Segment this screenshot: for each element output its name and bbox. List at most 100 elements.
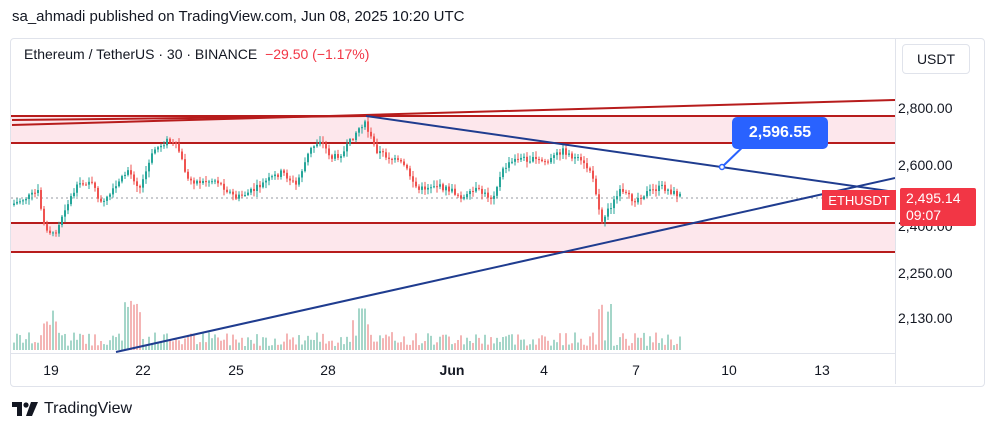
candle-body xyxy=(16,201,18,204)
volume-bar xyxy=(277,344,279,350)
volume-bar xyxy=(487,344,489,350)
candle-body xyxy=(565,148,567,155)
candle-body xyxy=(376,144,378,154)
volume-bar xyxy=(211,338,213,350)
price-callout[interactable]: 2,596.55 xyxy=(732,117,828,149)
volume-bar xyxy=(538,338,540,350)
volume-bar xyxy=(244,345,246,350)
volume-bar xyxy=(610,304,612,350)
volume-bar xyxy=(493,343,495,350)
volume-bar xyxy=(295,344,297,350)
drawing-lines xyxy=(11,99,895,353)
candle-body xyxy=(592,170,594,179)
candle-body xyxy=(127,170,129,175)
ascending-trendline xyxy=(115,177,895,353)
volume-bar xyxy=(340,337,342,350)
volume-bar xyxy=(352,320,354,350)
candle-body xyxy=(136,181,138,186)
candle-body xyxy=(49,230,51,234)
candle-body xyxy=(220,183,222,185)
volume-bar xyxy=(550,345,552,350)
upper-trendline xyxy=(11,99,895,126)
volume-bar xyxy=(367,324,369,350)
volume-bar xyxy=(526,345,528,350)
volume-bar xyxy=(67,345,69,350)
volume-bar xyxy=(202,333,204,350)
volume-bar xyxy=(649,336,651,350)
volume-bar xyxy=(127,306,129,350)
candle-body xyxy=(121,176,123,182)
volume-bar xyxy=(226,333,228,350)
volume-bar xyxy=(292,337,294,350)
volume-bar xyxy=(157,343,159,350)
candle-body xyxy=(388,157,390,159)
volume-bar xyxy=(349,341,351,350)
candle-body xyxy=(55,232,57,234)
price-label: 2,250.00 xyxy=(898,265,953,281)
candle-body xyxy=(226,189,228,193)
volume-bar xyxy=(592,332,594,350)
candle-body xyxy=(415,181,417,187)
brand-logo[interactable]: TradingView xyxy=(12,400,132,418)
candle-body xyxy=(172,142,174,144)
volume-bar xyxy=(175,339,177,350)
volume-bar xyxy=(280,344,282,350)
currency-button[interactable]: USDT xyxy=(902,44,970,74)
candle-body xyxy=(97,187,99,199)
volume-bar xyxy=(301,344,303,350)
candle-body xyxy=(316,144,318,147)
volume-bar xyxy=(541,335,543,350)
candle-body xyxy=(649,189,651,192)
volume-bar xyxy=(391,332,393,350)
volume-bar xyxy=(313,339,315,350)
volume-bar xyxy=(661,338,663,350)
candle-body xyxy=(64,210,66,217)
candle-body xyxy=(43,208,45,225)
price-label: 2,130.00 xyxy=(898,310,953,326)
candle-body xyxy=(580,157,582,161)
candle-body xyxy=(385,152,387,158)
candle-body xyxy=(655,189,657,191)
volume-bar xyxy=(169,339,171,350)
candle-body xyxy=(187,171,189,179)
candle-body xyxy=(577,157,579,159)
volume-bar xyxy=(322,333,324,350)
volume-bar xyxy=(355,335,357,350)
candle-body xyxy=(331,155,333,159)
candle-body xyxy=(460,195,462,199)
candle-body xyxy=(340,156,342,158)
candle-body xyxy=(568,153,570,155)
volume-bar xyxy=(436,342,438,350)
volume-bar xyxy=(181,344,183,350)
candle-body xyxy=(238,194,240,199)
volume-bar xyxy=(235,339,237,350)
candle-body xyxy=(397,158,399,160)
volume-bar xyxy=(364,308,366,350)
volume-bar xyxy=(187,335,189,350)
chart-canvas[interactable] xyxy=(11,39,895,353)
volume-bar xyxy=(466,337,468,350)
candle-body xyxy=(478,187,480,189)
candle-body xyxy=(19,201,21,203)
volume-bar xyxy=(460,335,462,350)
volume-bar xyxy=(601,304,603,350)
volume-bar xyxy=(172,341,174,350)
candle-body xyxy=(676,190,678,197)
volume-bar xyxy=(400,342,402,350)
candle-body xyxy=(562,148,564,155)
volume-bar xyxy=(412,340,414,350)
volume-bar xyxy=(193,334,195,350)
volume-bar xyxy=(121,340,123,350)
candle-body xyxy=(640,197,642,199)
symbol-legend[interactable]: Ethereum / TetherUS · 30 · BINANCE −29.5… xyxy=(24,46,369,62)
candle-body xyxy=(109,194,111,197)
candle-body xyxy=(70,196,72,205)
volume-bar xyxy=(289,339,291,350)
volume-bar xyxy=(574,332,576,350)
volume-bar xyxy=(484,334,486,350)
candle-body xyxy=(532,156,534,162)
candle-body xyxy=(358,128,360,133)
volume-bars xyxy=(13,300,681,350)
volume-bar xyxy=(622,333,624,350)
candle-body xyxy=(118,181,120,187)
